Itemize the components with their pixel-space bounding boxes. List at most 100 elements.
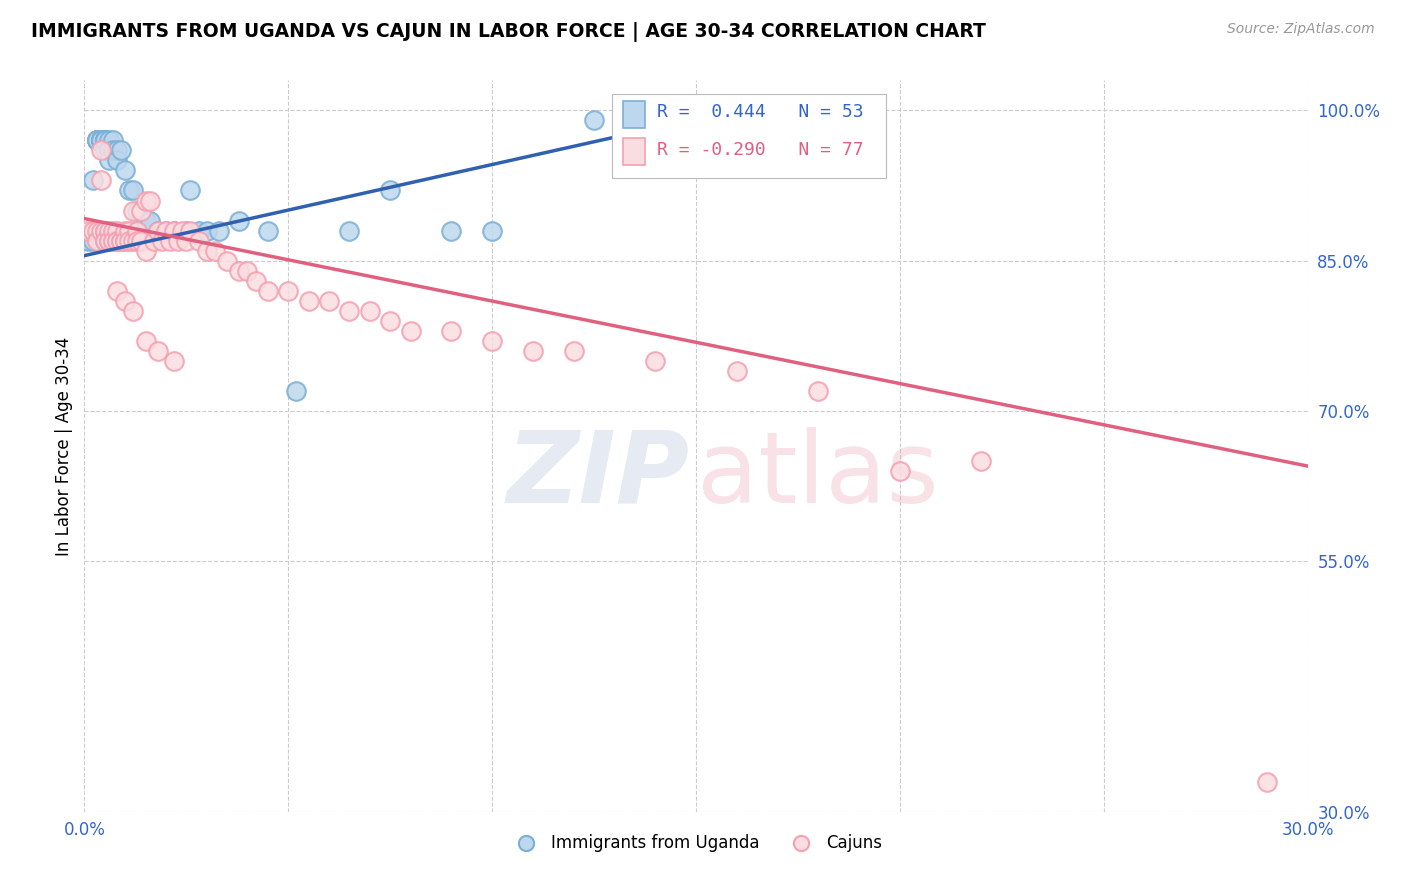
Point bbox=[889, 464, 911, 478]
Point bbox=[138, 213, 160, 227]
Point bbox=[93, 234, 115, 248]
Point bbox=[359, 303, 381, 318]
Point bbox=[339, 303, 361, 318]
Point bbox=[97, 144, 120, 158]
Point bbox=[82, 223, 104, 237]
Point bbox=[90, 173, 112, 187]
Point bbox=[204, 244, 226, 258]
Point bbox=[174, 234, 197, 248]
Point bbox=[1256, 774, 1278, 789]
Text: R = -0.290   N = 77: R = -0.290 N = 77 bbox=[657, 141, 863, 159]
Point bbox=[101, 234, 124, 248]
Point bbox=[481, 334, 503, 348]
Point bbox=[93, 133, 115, 147]
Point bbox=[725, 364, 748, 378]
Point bbox=[90, 133, 112, 147]
Point bbox=[110, 144, 132, 158]
Point bbox=[86, 133, 108, 147]
Point bbox=[155, 223, 177, 237]
Point bbox=[318, 293, 340, 308]
Point bbox=[440, 324, 463, 338]
Point bbox=[562, 343, 585, 358]
Point bbox=[131, 234, 153, 248]
Point bbox=[105, 153, 128, 168]
Text: R =  0.444   N = 53: R = 0.444 N = 53 bbox=[657, 103, 863, 121]
Point bbox=[101, 144, 124, 158]
Point bbox=[146, 343, 169, 358]
Point bbox=[236, 263, 259, 277]
Point bbox=[440, 223, 463, 237]
Text: Source: ZipAtlas.com: Source: ZipAtlas.com bbox=[1227, 22, 1375, 37]
Point bbox=[97, 153, 120, 168]
Point bbox=[93, 133, 115, 147]
Point bbox=[93, 133, 115, 147]
Point bbox=[118, 223, 141, 237]
Point bbox=[90, 133, 112, 147]
Point bbox=[146, 223, 169, 237]
Point bbox=[118, 184, 141, 198]
Y-axis label: In Labor Force | Age 30-34: In Labor Force | Age 30-34 bbox=[55, 336, 73, 556]
Point bbox=[97, 223, 120, 237]
Point bbox=[228, 213, 250, 227]
Text: atlas: atlas bbox=[697, 426, 939, 524]
Point bbox=[118, 234, 141, 248]
Point bbox=[228, 263, 250, 277]
Point bbox=[644, 354, 666, 368]
Point bbox=[93, 133, 115, 147]
Point bbox=[127, 234, 149, 248]
Point bbox=[77, 234, 100, 248]
Point bbox=[142, 234, 165, 248]
Point bbox=[93, 144, 115, 158]
Point bbox=[135, 213, 157, 227]
Point bbox=[90, 144, 112, 158]
Point bbox=[217, 253, 239, 268]
Point bbox=[298, 293, 321, 308]
Point bbox=[195, 223, 218, 237]
Point bbox=[172, 223, 194, 237]
Point bbox=[257, 223, 280, 237]
Point bbox=[101, 223, 124, 237]
Point bbox=[131, 203, 153, 218]
Point bbox=[481, 223, 503, 237]
Point bbox=[93, 133, 115, 147]
Point bbox=[97, 234, 120, 248]
Point bbox=[380, 184, 402, 198]
Point bbox=[86, 133, 108, 147]
Point bbox=[163, 354, 186, 368]
Point bbox=[127, 223, 149, 237]
Point bbox=[82, 173, 104, 187]
Point bbox=[114, 234, 136, 248]
Point bbox=[90, 133, 112, 147]
Point bbox=[380, 314, 402, 328]
Point bbox=[105, 223, 128, 237]
Point bbox=[97, 234, 120, 248]
Point bbox=[174, 223, 197, 237]
Point bbox=[257, 284, 280, 298]
Point bbox=[285, 384, 308, 398]
Point bbox=[86, 133, 108, 147]
Point bbox=[135, 334, 157, 348]
Point bbox=[583, 113, 606, 128]
Point bbox=[93, 223, 115, 237]
Text: IMMIGRANTS FROM UGANDA VS CAJUN IN LABOR FORCE | AGE 30-34 CORRELATION CHART: IMMIGRANTS FROM UGANDA VS CAJUN IN LABOR… bbox=[31, 22, 986, 42]
Point bbox=[399, 324, 422, 338]
Point bbox=[93, 133, 115, 147]
Point bbox=[807, 384, 830, 398]
Point bbox=[138, 194, 160, 208]
Point bbox=[90, 133, 112, 147]
Point bbox=[86, 234, 108, 248]
Point bbox=[146, 223, 169, 237]
Point bbox=[82, 234, 104, 248]
Text: ZIP: ZIP bbox=[506, 426, 689, 524]
Point bbox=[127, 203, 149, 218]
Point bbox=[105, 144, 128, 158]
Point bbox=[195, 244, 218, 258]
Point bbox=[101, 234, 124, 248]
Point bbox=[970, 454, 993, 468]
Point bbox=[747, 113, 769, 128]
Point bbox=[90, 223, 112, 237]
Point bbox=[208, 223, 231, 237]
Point bbox=[122, 203, 145, 218]
Point bbox=[150, 234, 173, 248]
Point bbox=[105, 284, 128, 298]
